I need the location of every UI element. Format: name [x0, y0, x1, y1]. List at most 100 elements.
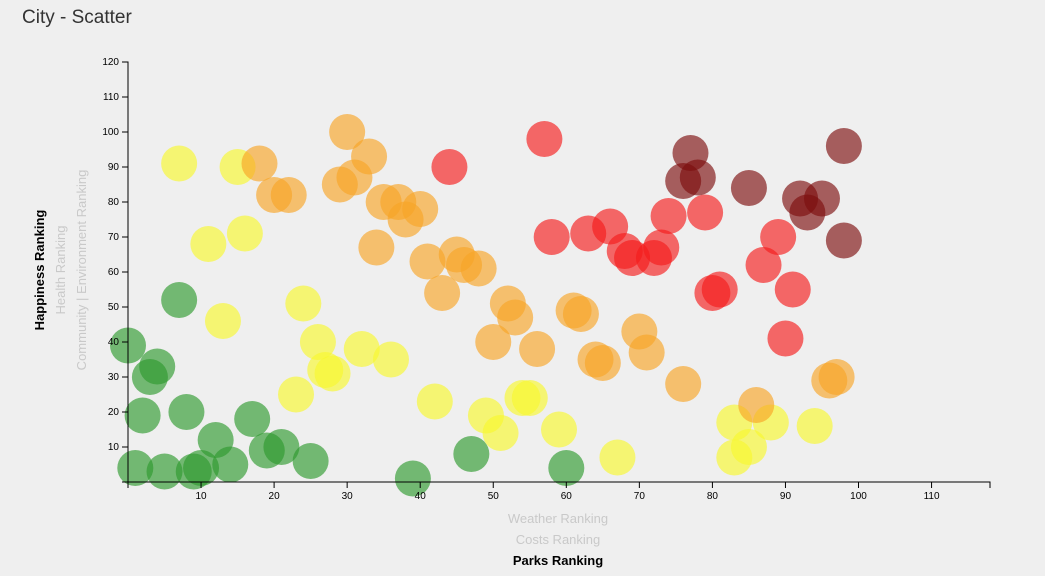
- y-tick-label: 60: [108, 267, 120, 278]
- y-axis-label[interactable]: Community | Environment Ranking: [74, 170, 89, 371]
- x-tick-label: 20: [269, 491, 281, 502]
- data-point[interactable]: [738, 387, 775, 423]
- y-tick-label: 50: [108, 302, 120, 313]
- x-axis-label[interactable]: Parks Ranking: [513, 553, 603, 568]
- data-point[interactable]: [584, 345, 621, 381]
- data-point[interactable]: [190, 226, 227, 262]
- data-point[interactable]: [548, 450, 585, 486]
- x-axis-label[interactable]: Weather Ranking: [508, 511, 608, 526]
- data-point[interactable]: [409, 243, 446, 280]
- y-tick-label: 10: [108, 442, 120, 453]
- data-point[interactable]: [562, 296, 599, 332]
- data-point[interactable]: [803, 180, 840, 217]
- data-point[interactable]: [416, 383, 453, 420]
- data-point[interactable]: [774, 271, 811, 308]
- data-point[interactable]: [533, 219, 570, 255]
- data-point[interactable]: [730, 429, 767, 465]
- y-axis-label[interactable]: Health Ranking: [53, 226, 68, 315]
- data-point[interactable]: [818, 359, 855, 395]
- data-point[interactable]: [146, 453, 183, 490]
- y-tick-label: 110: [103, 92, 119, 103]
- data-point[interactable]: [796, 408, 833, 444]
- y-tick-label: 20: [108, 407, 120, 418]
- x-tick-label: 50: [488, 491, 500, 502]
- data-point[interactable]: [628, 334, 665, 371]
- x-axis: 10 20 30 40 50 60 70 80 90 100 110: [127, 481, 991, 502]
- x-tick-label: 30: [342, 491, 354, 502]
- y-tick-label: 80: [108, 197, 120, 208]
- data-point[interactable]: [643, 229, 680, 266]
- data-point[interactable]: [139, 348, 176, 385]
- data-point[interactable]: [358, 229, 395, 266]
- x-tick-label: 100: [850, 491, 867, 502]
- data-point[interactable]: [270, 177, 307, 213]
- data-point[interactable]: [701, 271, 738, 308]
- y-tick-label: 100: [102, 127, 119, 138]
- data-point[interactable]: [453, 436, 490, 472]
- data-point[interactable]: [161, 282, 198, 318]
- data-point[interactable]: [424, 275, 461, 311]
- data-point[interactable]: [204, 303, 241, 339]
- x-tick-label: 60: [561, 491, 573, 502]
- x-axis-line: [127, 481, 991, 488]
- y-tick-label: 90: [108, 162, 120, 173]
- data-point[interactable]: [161, 145, 198, 182]
- data-point[interactable]: [234, 401, 271, 437]
- data-point[interactable]: [475, 324, 512, 360]
- data-point[interactable]: [117, 450, 154, 486]
- data-point[interactable]: [541, 411, 577, 448]
- data-points: [110, 114, 862, 497]
- data-point[interactable]: [226, 215, 263, 252]
- data-point[interactable]: [665, 366, 702, 402]
- data-point[interactable]: [687, 194, 724, 231]
- data-point[interactable]: [285, 285, 322, 322]
- x-tick-label: 110: [924, 491, 940, 502]
- data-point[interactable]: [599, 439, 636, 476]
- y-axis: 10 20 30 40 50 60 70 80 90 100 110 120: [102, 57, 129, 483]
- data-point[interactable]: [212, 446, 249, 483]
- x-tick-label: 70: [634, 491, 646, 502]
- y-tick-label: 120: [102, 57, 119, 68]
- data-point[interactable]: [394, 460, 431, 497]
- data-point[interactable]: [183, 450, 220, 486]
- data-point[interactable]: [482, 415, 519, 451]
- data-point[interactable]: [299, 324, 336, 360]
- x-axis-label[interactable]: Costs Ranking: [516, 532, 601, 547]
- x-tick-label: 80: [707, 491, 719, 502]
- data-point[interactable]: [278, 376, 315, 413]
- data-point[interactable]: [351, 138, 388, 175]
- data-point[interactable]: [825, 222, 862, 259]
- data-point[interactable]: [745, 247, 782, 283]
- x-tick-label: 10: [195, 491, 207, 502]
- data-point[interactable]: [825, 128, 862, 164]
- data-point[interactable]: [372, 341, 409, 378]
- y-tick-label: 30: [108, 372, 120, 383]
- y-axis-label[interactable]: Happiness Ranking: [32, 210, 47, 331]
- data-point[interactable]: [241, 145, 278, 182]
- x-tick-label: 40: [415, 491, 427, 502]
- data-point[interactable]: [329, 114, 366, 150]
- page-title: City - Scatter: [22, 7, 132, 28]
- data-point[interactable]: [343, 331, 380, 367]
- x-tick-label: 90: [780, 491, 792, 502]
- data-point[interactable]: [650, 198, 687, 234]
- data-point[interactable]: [497, 299, 534, 336]
- data-point[interactable]: [263, 429, 300, 465]
- data-point[interactable]: [767, 320, 804, 357]
- data-point[interactable]: [431, 149, 468, 185]
- data-point[interactable]: [511, 380, 548, 416]
- data-point[interactable]: [679, 159, 716, 196]
- data-point[interactable]: [760, 219, 797, 255]
- y-tick-label: 70: [108, 232, 120, 243]
- data-point[interactable]: [519, 331, 556, 367]
- data-point[interactable]: [314, 355, 351, 392]
- data-point[interactable]: [460, 250, 497, 287]
- data-point[interactable]: [402, 191, 439, 227]
- data-point[interactable]: [526, 121, 563, 157]
- data-point[interactable]: [124, 397, 161, 434]
- data-point[interactable]: [168, 394, 205, 430]
- data-point[interactable]: [292, 443, 329, 479]
- data-point[interactable]: [730, 170, 767, 206]
